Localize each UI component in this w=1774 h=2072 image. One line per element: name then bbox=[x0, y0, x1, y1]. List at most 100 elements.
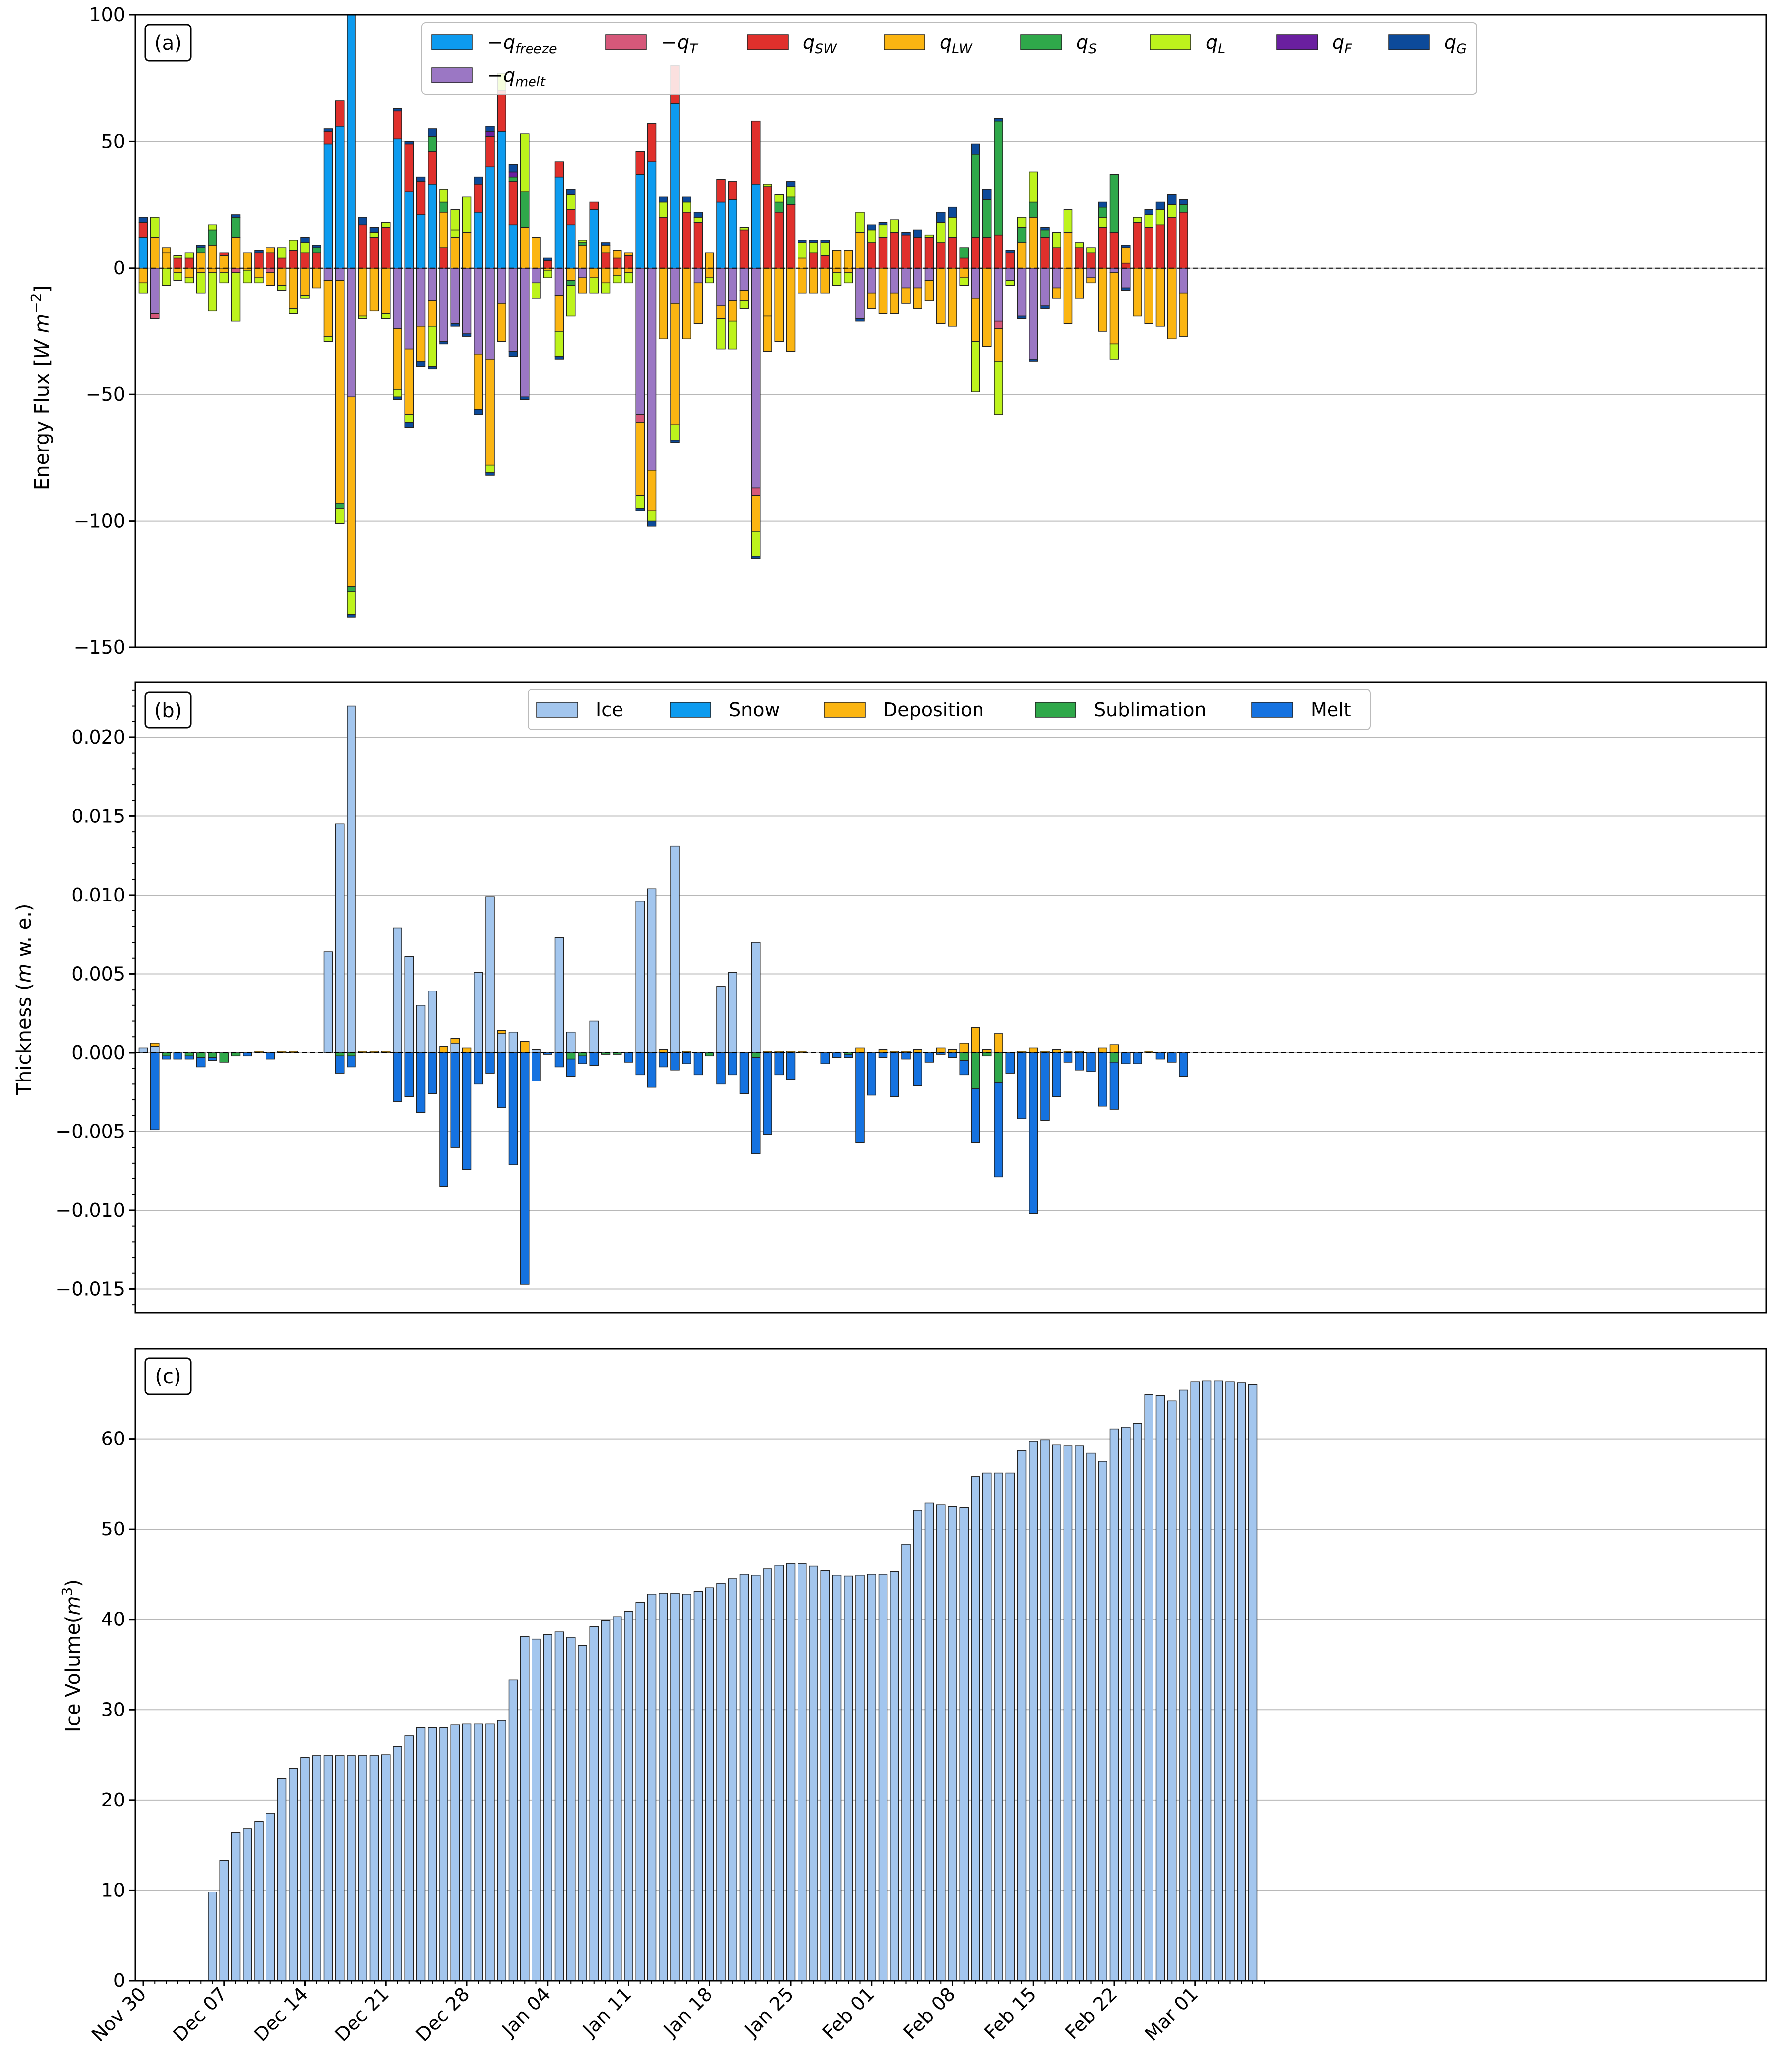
bar-segment-q-G bbox=[520, 396, 530, 400]
bar-segment-q-L bbox=[173, 255, 182, 259]
volume-bar bbox=[924, 1502, 934, 1981]
volume-bar bbox=[1063, 1445, 1073, 1981]
bar-segment-q-G bbox=[347, 614, 356, 618]
bar-segment-q-SW bbox=[1052, 247, 1061, 269]
bar-segment-q-G bbox=[196, 245, 206, 248]
legend-swatch bbox=[536, 702, 578, 718]
bar-segment-q-LW bbox=[751, 495, 761, 532]
volume-bar bbox=[855, 1574, 865, 1981]
bar-segment-q-G bbox=[1040, 227, 1050, 231]
bar-segment-q-melt bbox=[971, 268, 980, 299]
bar-segment-q-G bbox=[1121, 287, 1131, 291]
bar-segment-q-LW bbox=[901, 287, 911, 304]
bar-segment-q-SW bbox=[1155, 224, 1165, 269]
bar-segment-q-LW bbox=[613, 250, 622, 259]
bar-segment-q-SW bbox=[809, 252, 818, 269]
volume-bar bbox=[1190, 1381, 1200, 1981]
legend-swatch bbox=[1251, 702, 1293, 718]
bar-segment-deposition bbox=[971, 1027, 980, 1053]
bar-segment-q-LW bbox=[601, 245, 611, 254]
bar-segment-melt bbox=[184, 1055, 194, 1060]
bar-segment-q-SW bbox=[358, 224, 367, 269]
bar-segment-q-LW bbox=[428, 300, 437, 327]
bar-segment-q-freeze bbox=[335, 126, 345, 269]
bar-segment-q-LW bbox=[566, 268, 576, 281]
bar-segment-q-G bbox=[508, 351, 518, 357]
bar-segment-q-LW bbox=[404, 348, 414, 415]
bar-segment-q-L bbox=[1086, 247, 1096, 254]
bar-segment-q-melt bbox=[428, 268, 437, 301]
bar-segment-melt bbox=[1075, 1052, 1084, 1071]
bar-segment-q-L bbox=[520, 133, 530, 192]
thickness-panel-label: (b) bbox=[154, 699, 182, 722]
bar-segment-q-LW bbox=[1155, 268, 1165, 327]
bar-segment-q-melt bbox=[508, 268, 518, 352]
bar-segment-sublimation bbox=[971, 1052, 980, 1089]
bar-segment-sublimation bbox=[208, 1052, 217, 1058]
bar-segment-q-G bbox=[913, 229, 922, 238]
bar-segment-q-G bbox=[1167, 194, 1177, 205]
bar-segment-q-L bbox=[1063, 209, 1073, 233]
bar-segment-melt bbox=[554, 1052, 564, 1068]
x-tick-label: Jan 04 bbox=[497, 1983, 555, 2041]
bar-segment-q-L bbox=[867, 229, 876, 243]
bar-segment-q-melt bbox=[728, 268, 737, 301]
bar-segment-q-L bbox=[323, 336, 333, 342]
legend-swatch bbox=[1150, 34, 1191, 50]
volume-bar bbox=[393, 1746, 402, 1981]
bar-segment-q-L bbox=[751, 531, 761, 557]
volume-bar bbox=[589, 1626, 599, 1981]
x-tick-label: Mar 01 bbox=[1141, 1983, 1203, 2045]
y-tick-label: 40 bbox=[101, 1609, 125, 1630]
bar-segment-q-L bbox=[300, 242, 310, 254]
volume-bar bbox=[948, 1506, 957, 1981]
bar-segment-q-G bbox=[474, 409, 483, 415]
bar-segment-q-SW bbox=[971, 237, 980, 269]
bar-segment-q-T bbox=[635, 414, 645, 423]
bar-segment-q-S bbox=[786, 196, 796, 205]
bar-segment-q-freeze bbox=[428, 184, 437, 269]
bar-segment-q-L bbox=[936, 222, 946, 243]
bar-segment-melt bbox=[751, 1057, 761, 1154]
legend-swatch bbox=[1276, 34, 1318, 50]
bar-segment-q-LW bbox=[184, 268, 194, 278]
thickness-panel: 0.020 0.015 0.010 0.005 0.000 −0.005 −0.010 −0.… bbox=[13, 681, 1767, 1314]
volume-bar bbox=[323, 1755, 333, 1981]
bar-segment-q-L bbox=[1017, 217, 1027, 228]
bar-segment-q-G bbox=[1040, 305, 1050, 309]
bar-segment-ice bbox=[647, 888, 657, 1053]
bar-segment-sublimation bbox=[566, 1052, 576, 1060]
bar-segment-q-G bbox=[393, 396, 402, 400]
volume-bar bbox=[231, 1832, 241, 1981]
bar-segment-q-SW bbox=[416, 181, 426, 215]
bar-segment-q-LW bbox=[578, 277, 587, 294]
bar-segment-q-G bbox=[312, 245, 321, 248]
y-tick-label: −0.005 bbox=[55, 1120, 125, 1142]
bar-segment-q-L bbox=[277, 285, 287, 291]
bar-segment-melt bbox=[1086, 1052, 1096, 1072]
bar-segment-q-SW bbox=[948, 237, 957, 269]
bar-segment-q-melt bbox=[335, 268, 345, 281]
bar-segment-q-L bbox=[1167, 204, 1177, 218]
bar-segment-melt bbox=[497, 1052, 506, 1108]
bar-segment-ice bbox=[508, 1031, 518, 1053]
volume-bar bbox=[798, 1563, 807, 1981]
bar-segment-q-L bbox=[705, 277, 714, 284]
bar-segment-q-G bbox=[428, 128, 437, 137]
bar-segment-q-G bbox=[450, 323, 460, 327]
energy-flux-gridlines bbox=[135, 14, 1766, 648]
volume-bar bbox=[219, 1860, 229, 1981]
bar-segment-q-melt bbox=[1121, 268, 1131, 289]
bar-segment-q-melt bbox=[913, 268, 922, 289]
x-tick-label: Jan 25 bbox=[740, 1983, 798, 2041]
volume-bar bbox=[520, 1636, 530, 1981]
volume-bar bbox=[693, 1591, 703, 1981]
bar-segment-q-G bbox=[138, 217, 148, 223]
bar-segment-q-SW bbox=[219, 252, 229, 256]
bar-segment-q-T bbox=[231, 268, 241, 273]
bar-segment-q-melt bbox=[497, 268, 506, 304]
bar-segment-melt bbox=[774, 1052, 784, 1076]
bar-segment-q-L bbox=[959, 277, 969, 286]
legend-label: −qT bbox=[661, 31, 699, 57]
bar-segment-q-LW bbox=[219, 255, 229, 269]
